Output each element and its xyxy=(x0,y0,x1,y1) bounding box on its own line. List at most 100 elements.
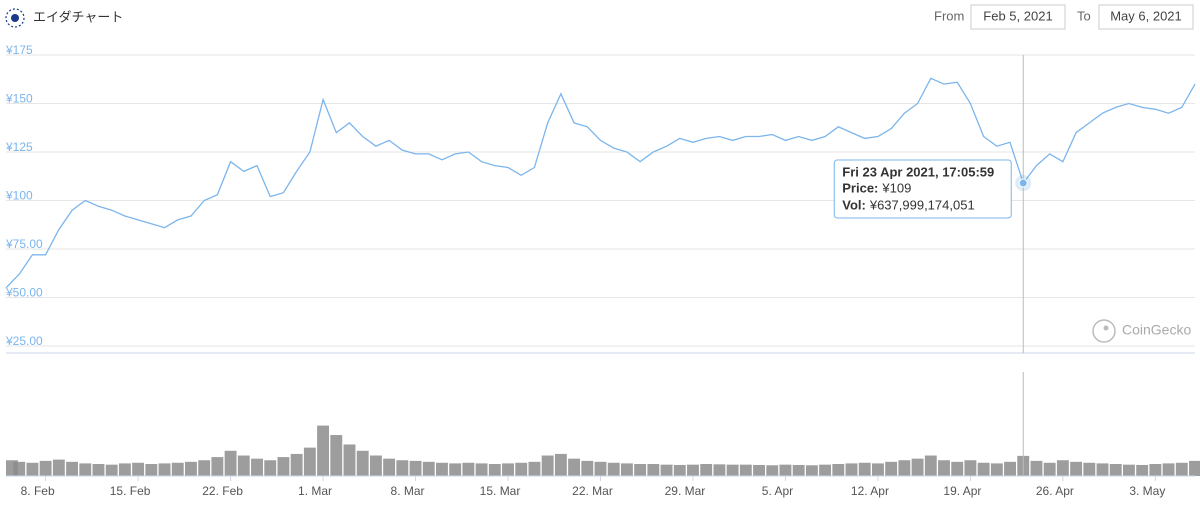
volume-bar xyxy=(383,458,396,476)
volume-bar xyxy=(634,464,647,476)
volume-bar xyxy=(990,463,1003,476)
tooltip-value: ¥637,999,174,051 xyxy=(869,197,975,212)
x-tick-label: 29. Mar xyxy=(665,484,706,498)
volume-bar xyxy=(1162,463,1175,476)
volume-bar xyxy=(541,455,554,476)
volume-bar xyxy=(462,462,475,476)
volume-bar xyxy=(118,463,131,476)
x-tick-label: 15. Feb xyxy=(110,484,151,498)
volume-bar xyxy=(620,463,633,476)
volume-bar xyxy=(1175,462,1188,476)
volume-bar xyxy=(488,464,501,476)
to-input[interactable] xyxy=(1098,4,1194,30)
volume-bar xyxy=(105,464,118,476)
y-tick-label: ¥50.00 xyxy=(5,286,43,300)
volume-bar xyxy=(13,461,26,476)
volume-bar xyxy=(171,462,184,476)
volume-bar xyxy=(26,462,39,476)
y-tick-label: ¥150 xyxy=(5,92,33,106)
volume-bar xyxy=(317,425,330,476)
volume-bar xyxy=(277,457,290,476)
volume-bar xyxy=(211,457,224,476)
x-tick-label: 8. Mar xyxy=(391,484,425,498)
volume-bar xyxy=(528,461,541,476)
logo xyxy=(5,8,25,28)
x-tick-label: 1. Mar xyxy=(298,484,332,498)
volume-bar xyxy=(422,461,435,476)
volume-bar xyxy=(885,461,898,476)
volume-bar xyxy=(660,464,673,476)
volume-bar xyxy=(700,464,713,476)
volume-bar xyxy=(871,463,884,476)
volume-bar xyxy=(6,460,18,476)
volume-bar xyxy=(581,460,594,476)
volume-bar xyxy=(39,460,52,476)
volume-bar xyxy=(1136,464,1149,476)
y-tick-label: ¥175 xyxy=(5,43,33,57)
volume-bar xyxy=(92,464,105,476)
x-tick-label: 22. Mar xyxy=(572,484,613,498)
from-date[interactable]: Feb 5, 2021 xyxy=(983,8,1052,23)
volume-bar xyxy=(515,462,528,476)
volume-bar xyxy=(1096,463,1109,476)
volume-bar xyxy=(330,435,343,476)
volume-bar xyxy=(396,460,409,476)
volume-bar xyxy=(607,462,620,476)
volume-bar xyxy=(436,462,448,476)
from-input[interactable] xyxy=(970,4,1066,30)
volume-bar xyxy=(792,464,805,476)
watermark: CoinGecko xyxy=(1092,319,1191,343)
volume-bar xyxy=(594,461,607,476)
volume-bar xyxy=(726,464,739,476)
volume-bar xyxy=(1083,462,1096,476)
y-tick-label: ¥125 xyxy=(5,140,33,154)
volume-bar xyxy=(951,461,964,476)
volume-bar xyxy=(554,453,567,476)
volume-bar xyxy=(977,462,990,476)
volume-bar xyxy=(938,460,950,476)
volume-bar xyxy=(237,455,250,476)
volume-bar xyxy=(832,464,845,476)
volume-bar xyxy=(805,465,818,476)
tooltip-label: Price: xyxy=(842,180,878,195)
volume-bar xyxy=(264,460,277,476)
volume-bar xyxy=(224,450,237,476)
volume-bar xyxy=(1056,460,1069,476)
volume-bar xyxy=(687,464,699,476)
to-date[interactable]: May 6, 2021 xyxy=(1110,8,1182,23)
volume-bar xyxy=(145,464,158,476)
x-tick-label: 22. Feb xyxy=(202,484,243,498)
volume-bar xyxy=(911,458,924,476)
plot-area: 8. Feb 15. Feb 22. Feb 1. Mar 8. Mar 15. Mar 2… xyxy=(5,43,1200,498)
x-tick-label: 12. Apr xyxy=(851,484,889,498)
volume-bar xyxy=(185,461,197,476)
volume-bar xyxy=(502,463,514,476)
x-tick-label: 5. Apr xyxy=(762,484,793,498)
to-label: To xyxy=(1077,8,1091,23)
volume-bar xyxy=(1109,464,1122,476)
volume-bar xyxy=(1043,462,1056,476)
volume-bar xyxy=(568,458,581,476)
price-line xyxy=(5,77,1196,289)
volume-bar xyxy=(779,464,792,476)
volume-bar xyxy=(52,459,65,476)
volume-bar xyxy=(1070,461,1083,476)
volume-bar xyxy=(766,465,779,476)
volume-bar xyxy=(303,447,316,476)
volume-bar xyxy=(475,463,488,476)
volume-bar xyxy=(924,455,937,476)
volume-bar xyxy=(290,453,303,476)
volume-bar xyxy=(753,464,765,476)
volume-bar xyxy=(1030,460,1043,476)
volume-bar xyxy=(198,460,211,476)
x-tick-label: 15. Mar xyxy=(480,484,521,498)
volume-bar xyxy=(713,464,726,476)
tooltip-title: Fri 23 Apr 2021, 17:05:59 xyxy=(842,164,994,179)
volume-bar xyxy=(1004,461,1016,476)
volume-bar xyxy=(1189,460,1200,476)
y-tick-label: ¥75.00 xyxy=(5,237,43,251)
x-tick-label: 3. May xyxy=(1129,484,1165,498)
watermark-text: CoinGecko xyxy=(1122,322,1191,338)
volume-bar xyxy=(1149,464,1162,476)
